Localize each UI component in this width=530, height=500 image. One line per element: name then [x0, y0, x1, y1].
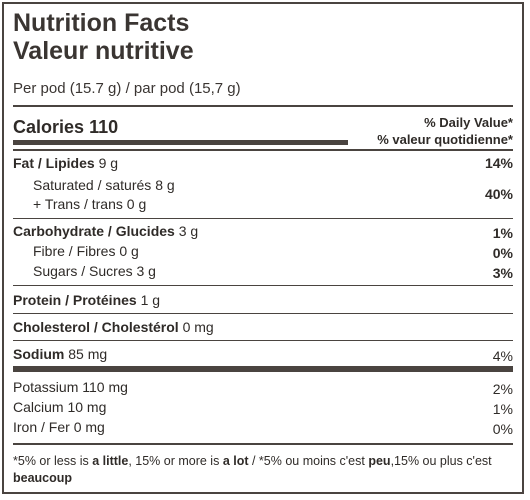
calcium-amount: 10 mg [67, 399, 107, 415]
footnote-text: / *5% ou moins c'est [248, 454, 369, 468]
thick-divider [13, 366, 513, 372]
divider [13, 105, 513, 107]
daily-value-header-en: % Daily Value* [424, 115, 513, 130]
footnote-emphasis: peu [368, 454, 391, 468]
sodium-pct: 4% [492, 348, 513, 364]
footnote-emphasis: beaucoup [13, 470, 73, 485]
daily-value-header-fr: % valeur quotidienne* [377, 132, 513, 147]
sodium-amount: 85 mg [68, 346, 108, 362]
potassium-row: Potassium 110 mg [13, 380, 128, 394]
fibre-row: Fibre / Fibres 0 g [33, 244, 139, 258]
potassium-pct: 2% [492, 381, 513, 397]
sodium-row: Sodium 85 mg [13, 347, 107, 361]
sugars-row: Sugars / Sucres 3 g [33, 264, 156, 278]
fat-row: Fat / Lipides 9 g [13, 156, 118, 170]
sugars-pct: 3% [492, 265, 513, 281]
cholesterol-label: Cholesterol / Cholestérol [13, 319, 179, 335]
footnote: *5% or less is a little, 15% or more is … [13, 453, 513, 487]
carbohydrate-pct: 1% [492, 225, 513, 241]
divider [13, 149, 513, 151]
calories-value: 110 [89, 117, 119, 137]
footnote-text: , 15% or more is [128, 454, 223, 468]
calories-thick-rule [13, 140, 348, 145]
serving-size: Per pod (15.7 g) / par pod (15,7 g) [13, 80, 241, 97]
fibre-pct: 0% [492, 245, 513, 261]
potassium-amount: 110 mg [82, 379, 128, 395]
title-en: Nutrition Facts [13, 9, 190, 37]
saturated-amount: 8 g [155, 177, 175, 193]
carbohydrate-row: Carbohydrate / Glucides 3 g [13, 224, 198, 238]
iron-label: Iron / Fer [13, 419, 70, 435]
fibre-amount: 0 g [119, 243, 139, 259]
divider [13, 285, 513, 286]
calcium-label: Calcium [13, 399, 64, 415]
divider [13, 443, 513, 445]
footnote-text: *5% or less is [13, 454, 93, 468]
trans-row: + Trans / trans 0 g [33, 197, 146, 211]
saturated-trans-pct: 40% [484, 186, 513, 202]
sugars-label: Sugars / Sucres [33, 263, 133, 279]
trans-label: + Trans / trans [33, 196, 123, 212]
saturated-label: Saturated / saturés [33, 177, 152, 193]
potassium-label: Potassium [13, 379, 79, 395]
cholesterol-row: Cholesterol / Cholestérol 0 mg [13, 320, 214, 334]
fat-pct: 14% [484, 155, 513, 171]
protein-label: Protein / Protéines [13, 292, 137, 308]
fibre-label: Fibre / Fibres [33, 243, 116, 259]
protein-amount: 1 g [140, 292, 161, 308]
fat-amount: 9 g [98, 155, 119, 171]
trans-amount: 0 g [126, 196, 147, 212]
divider [13, 313, 513, 314]
divider [13, 218, 513, 219]
protein-row: Protein / Protéines 1 g [13, 293, 160, 307]
sugars-amount: 3 g [136, 263, 156, 279]
calories-label: Calories [13, 117, 85, 137]
cholesterol-amount: 0 mg [182, 319, 214, 335]
iron-pct: 0% [492, 421, 513, 437]
title-fr: Valeur nutritive [13, 37, 194, 65]
carbohydrate-amount: 3 g [178, 223, 199, 239]
calories-row: Calories 110 [13, 118, 118, 136]
carbohydrate-label: Carbohydrate / Glucides [13, 223, 175, 239]
nutrition-facts-content: Nutrition Facts Valeur nutritive Per pod… [13, 4, 513, 492]
calcium-pct: 1% [492, 401, 513, 417]
calcium-row: Calcium 10 mg [13, 400, 106, 414]
saturated-row: Saturated / saturés 8 g [33, 178, 175, 192]
footnote-text: ,15% ou plus c'est [390, 454, 492, 468]
nutrition-facts-table: Nutrition Facts Valeur nutritive Per pod… [2, 2, 524, 494]
sodium-label: Sodium [13, 346, 65, 362]
iron-amount: 0 mg [73, 419, 105, 435]
divider [13, 340, 513, 341]
footnote-emphasis: a little [92, 454, 129, 468]
fat-label: Fat / Lipides [13, 155, 95, 171]
footnote-emphasis: a lot [222, 454, 249, 468]
iron-row: Iron / Fer 0 mg [13, 420, 105, 434]
